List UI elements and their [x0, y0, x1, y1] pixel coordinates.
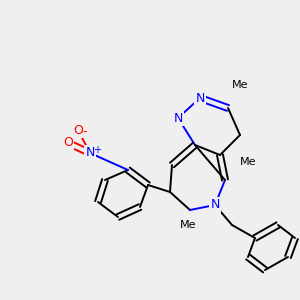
Text: O: O	[63, 136, 73, 149]
Text: N: N	[85, 146, 95, 160]
Text: +: +	[93, 145, 101, 155]
Text: N: N	[195, 92, 205, 104]
Text: O: O	[73, 124, 83, 136]
Text: -: -	[83, 125, 87, 139]
Text: Me: Me	[232, 80, 248, 90]
Text: N: N	[173, 112, 183, 124]
Text: Me: Me	[240, 157, 256, 167]
Text: Me: Me	[180, 220, 196, 230]
Text: N: N	[210, 199, 220, 212]
